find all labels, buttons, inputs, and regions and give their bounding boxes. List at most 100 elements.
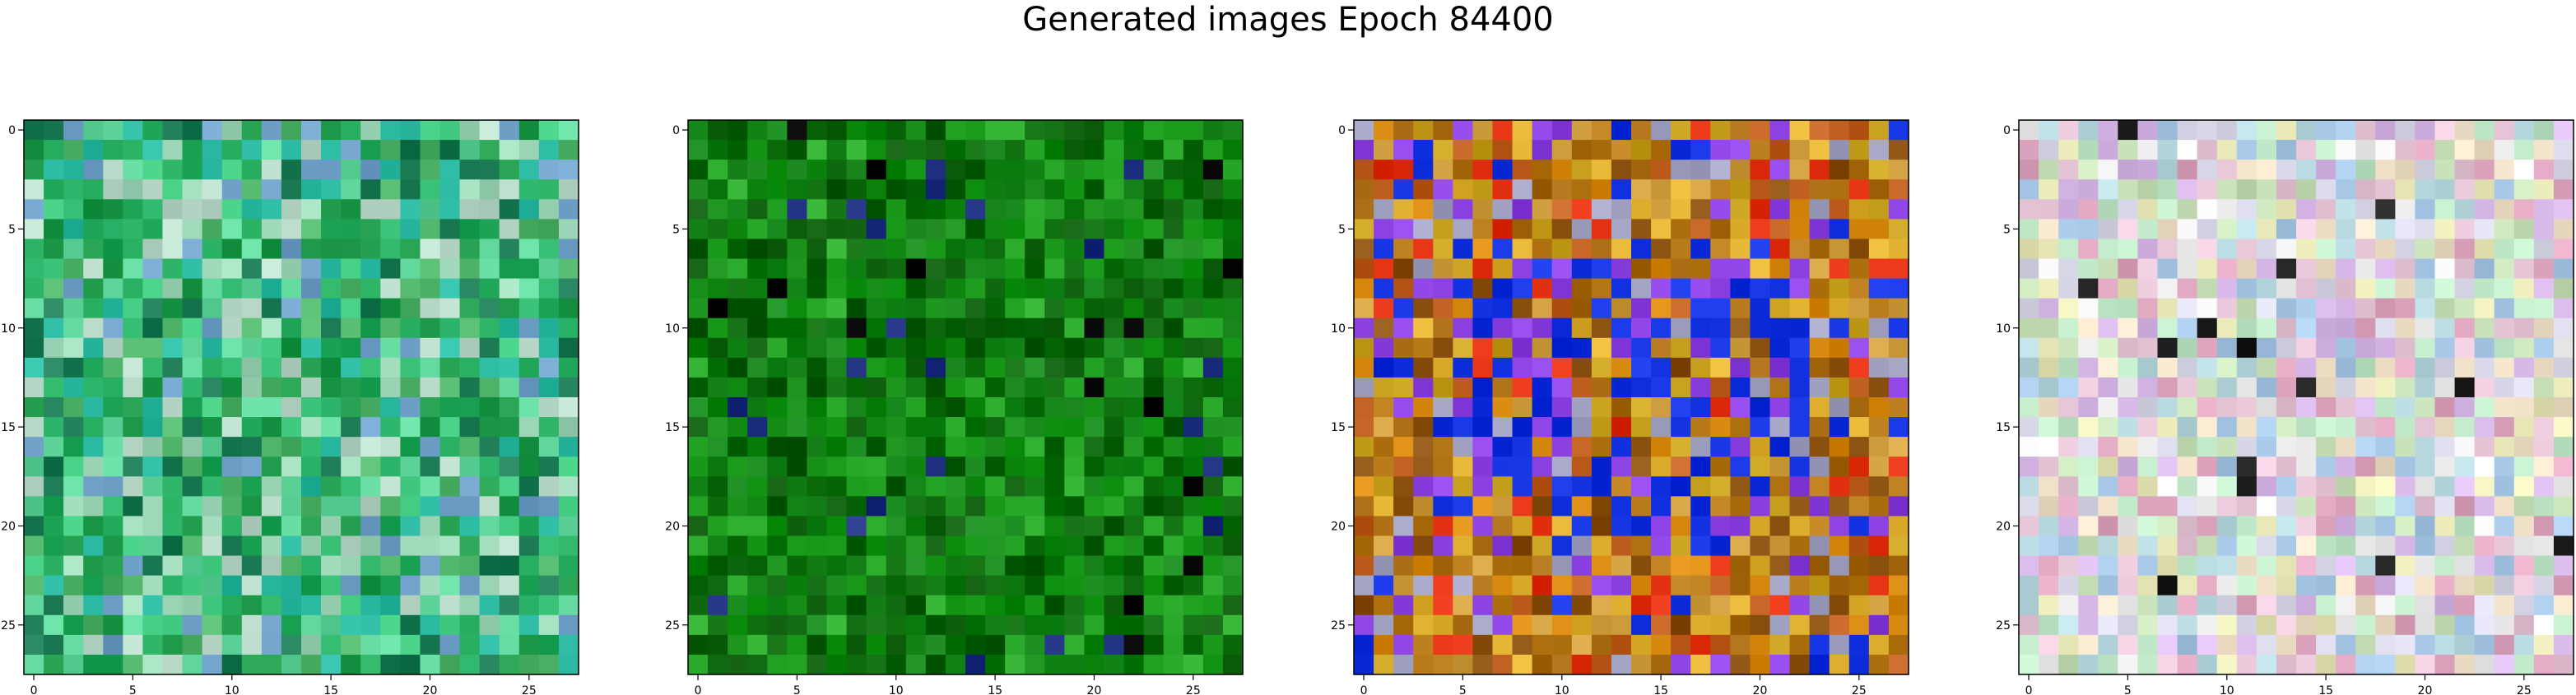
heatmap-cell: [807, 397, 828, 418]
heatmap-cell: [2236, 357, 2257, 378]
heatmap-cell: [1571, 120, 1593, 141]
heatmap-cell: [1769, 476, 1791, 497]
heatmap-cell: [1492, 377, 1514, 398]
heatmap-cell: [1730, 140, 1751, 160]
y-tick-label: 0: [8, 124, 16, 137]
heatmap-cell: [2019, 397, 2039, 418]
heatmap-cell: [1393, 219, 1414, 240]
heatmap-cell: [1433, 614, 1453, 636]
heatmap-cell: [162, 258, 184, 280]
heatmap-cell: [728, 179, 748, 200]
x-tick-label: 20: [423, 684, 438, 695]
heatmap-cell: [281, 654, 302, 675]
heatmap-cell: [2276, 357, 2297, 378]
heatmap-cell: [162, 377, 184, 398]
x-tick-label: 5: [793, 684, 801, 695]
heatmap-cell: [1084, 535, 1105, 557]
heatmap-cell: [1591, 377, 1612, 398]
heatmap-cell: [1591, 575, 1612, 596]
heatmap-cell: [2375, 417, 2396, 438]
heatmap-cell: [985, 160, 1006, 180]
heatmap-cell: [400, 298, 421, 319]
heatmap-cell: [1005, 516, 1025, 537]
heatmap-cell: [538, 555, 560, 577]
heatmap-cell: [886, 575, 907, 596]
heatmap-cell: [1868, 298, 1890, 319]
heatmap-cell: [1571, 357, 1593, 378]
heatmap-cell: [1888, 496, 1909, 517]
heatmap-cell: [708, 278, 728, 299]
heatmap-cell: [1789, 278, 1811, 299]
heatmap-cell: [2177, 437, 2198, 457]
heatmap-cell: [1143, 575, 1165, 596]
heatmap-cell: [1472, 278, 1494, 299]
heatmap-cell: [2355, 160, 2376, 180]
heatmap-cell: [1769, 397, 1791, 418]
heatmap-cell: [2118, 595, 2139, 616]
heatmap-cell: [1123, 258, 1145, 280]
heatmap-cell: [1868, 239, 1890, 260]
heatmap-cell: [2177, 535, 2198, 557]
heatmap-cell: [1888, 634, 1909, 656]
heatmap-cell: [2058, 377, 2079, 398]
heatmap-cell: [241, 278, 263, 299]
heatmap-cell: [2474, 614, 2495, 636]
heatmap-cell: [2157, 417, 2178, 438]
heatmap-cell: [2355, 496, 2376, 517]
heatmap-cell: [1591, 357, 1612, 378]
heatmap-cell: [2236, 298, 2257, 319]
heatmap-cell: [1222, 476, 1244, 497]
heatmap-cell: [1868, 199, 1890, 220]
heatmap-cell: [1591, 337, 1612, 359]
heatmap-cell: [321, 634, 342, 656]
heatmap-cell: [281, 535, 302, 557]
heatmap-cell: [2513, 140, 2535, 160]
heatmap-cell: [459, 595, 481, 616]
heatmap-cell: [1025, 317, 1045, 339]
heatmap-cell: [2296, 496, 2317, 517]
heatmap-cell: [380, 357, 401, 378]
heatmap-cell: [2513, 535, 2535, 557]
heatmap-cell: [123, 397, 144, 418]
heatmap-cell: [2296, 437, 2317, 457]
heatmap-cell: [1472, 199, 1494, 220]
heatmap-cell: [2553, 199, 2574, 220]
heatmap-cell: [1183, 417, 1204, 438]
heatmap-cell: [2276, 219, 2297, 240]
heatmap-cell: [1651, 476, 1672, 497]
heatmap-cell: [202, 278, 223, 299]
heatmap-cell: [1591, 278, 1612, 299]
heatmap-cell: [83, 120, 104, 141]
heatmap-cell: [1393, 476, 1414, 497]
heatmap-cell: [2434, 160, 2456, 180]
heatmap-cell: [1163, 595, 1184, 616]
heatmap-cell: [1044, 140, 1065, 160]
heatmap-cell: [2316, 278, 2337, 299]
heatmap-cell: [708, 140, 728, 160]
heatmap-cell: [420, 160, 441, 180]
heatmap-cell: [2533, 219, 2555, 240]
heatmap-cell: [2375, 614, 2396, 636]
heatmap-cell: [1222, 595, 1244, 616]
heatmap-cell: [866, 535, 887, 557]
heatmap-cell: [2415, 535, 2436, 557]
heatmap-cell: [866, 258, 887, 280]
heatmap-cell: [538, 575, 560, 596]
heatmap-cell: [2316, 337, 2337, 359]
heatmap-cell: [2137, 476, 2159, 497]
heatmap-cell: [787, 179, 808, 200]
heatmap-cell: [1868, 179, 1890, 200]
heatmap-cell: [1690, 496, 1711, 517]
heatmap-cell: [341, 614, 361, 636]
heatmap-cell: [1104, 140, 1125, 160]
heatmap-cell: [1374, 199, 1394, 220]
heatmap-cell: [1084, 614, 1105, 636]
heatmap-cell: [1183, 654, 1204, 675]
heatmap-cell: [1690, 258, 1711, 280]
heatmap-cell: [1374, 160, 1394, 180]
heatmap-cell: [1512, 120, 1533, 141]
heatmap-cell: [1143, 179, 1165, 200]
heatmap-cell: [558, 179, 579, 200]
heatmap-cell: [2336, 476, 2356, 497]
heatmap-cell: [2474, 456, 2495, 477]
